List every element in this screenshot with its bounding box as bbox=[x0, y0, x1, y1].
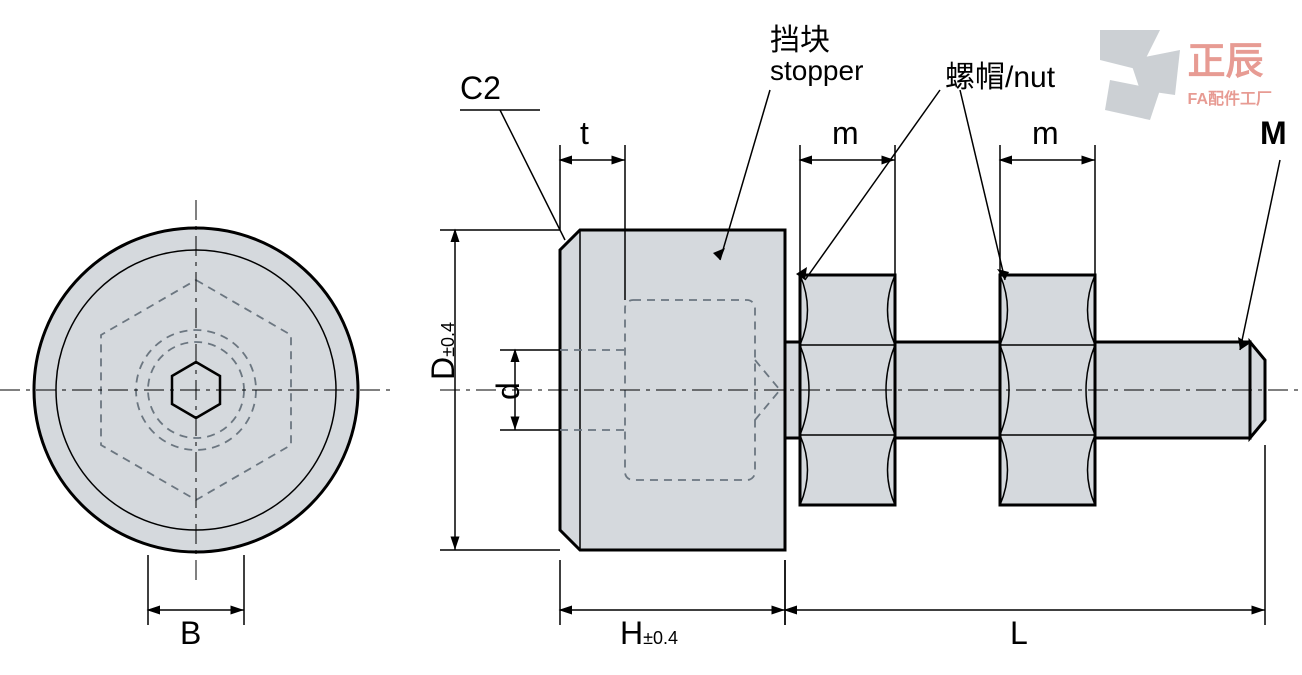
label-m1: m bbox=[832, 115, 859, 152]
label-C2: C2 bbox=[460, 70, 501, 107]
label-B: B bbox=[180, 615, 201, 652]
dim-m2 bbox=[1000, 145, 1095, 275]
watermark-graphic bbox=[1100, 30, 1180, 120]
watermark: 正辰 FA配件工厂 bbox=[1188, 30, 1272, 109]
label-stopper-en: stopper bbox=[770, 55, 863, 87]
label-m2: m bbox=[1032, 115, 1059, 152]
label-M: M bbox=[1260, 115, 1287, 152]
label-D: D±0.4 bbox=[425, 322, 462, 380]
label-L: L bbox=[1010, 615, 1028, 652]
label-nut: 螺帽/nut bbox=[945, 52, 1055, 96]
label-t: t bbox=[580, 115, 589, 152]
side-view bbox=[440, 230, 1302, 550]
front-view bbox=[0, 200, 392, 580]
dim-m1 bbox=[800, 145, 895, 275]
label-H: H±0.4 bbox=[620, 615, 678, 652]
label-stopper-cn: 挡块 bbox=[770, 15, 830, 59]
label-d: d bbox=[490, 382, 527, 400]
